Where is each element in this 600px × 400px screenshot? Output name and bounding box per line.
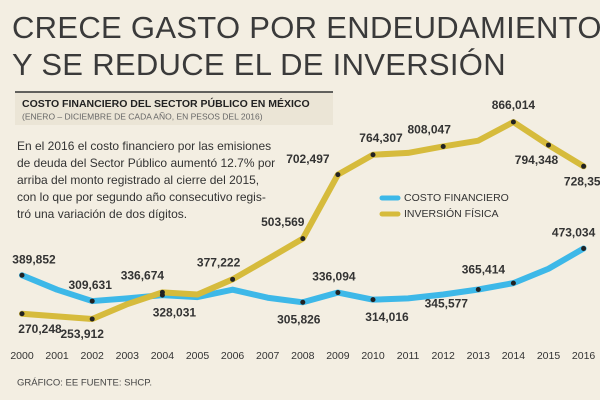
point <box>581 163 587 169</box>
x-tick-label: 2001 <box>45 350 69 362</box>
data-label: 305,826 <box>277 312 321 326</box>
point <box>370 152 376 158</box>
point <box>581 245 587 251</box>
chart-title: Y SE REDUCE EL DE INVERSIÓN <box>12 47 506 82</box>
x-tick-label: 2014 <box>502 350 526 362</box>
data-label: 702,497 <box>286 152 330 166</box>
data-label: 336,094 <box>312 270 356 284</box>
x-tick-label: 2008 <box>291 350 315 362</box>
x-tick-label: 2002 <box>81 350 105 362</box>
data-label: 336,674 <box>121 269 165 283</box>
annotation: En el 2016 el costo financiero por las e… <box>17 139 271 153</box>
data-label: 270,248 <box>18 322 62 336</box>
point <box>440 143 446 149</box>
data-label: 794,348 <box>515 153 559 167</box>
data-label: 764,307 <box>359 131 403 145</box>
point <box>19 272 25 278</box>
x-tick-label: 2010 <box>361 350 385 362</box>
point <box>335 290 341 296</box>
x-tick-label: 2005 <box>186 350 210 362</box>
chart-title: CRECE GASTO POR ENDEUDAMIENTO <box>12 10 600 45</box>
point <box>300 299 306 305</box>
x-tick-label: 2003 <box>116 350 140 362</box>
annotation: arriba del monto registrado al cierre de… <box>17 173 259 187</box>
source: GRÁFICO: EE FUENTE: SHCP. <box>17 378 152 389</box>
point <box>89 316 95 322</box>
point <box>510 280 516 286</box>
annotation: de deuda del Sector Público aumentó 12.7… <box>17 156 275 170</box>
point <box>546 142 551 148</box>
data-label: 808,047 <box>408 123 452 137</box>
data-label: 728,358 <box>564 174 600 188</box>
point <box>89 298 95 304</box>
data-label: 473,034 <box>552 226 596 240</box>
x-tick-label: 2004 <box>151 350 175 362</box>
data-label: 365,414 <box>462 262 506 276</box>
point <box>475 286 481 292</box>
x-tick-label: 2016 <box>572 350 596 362</box>
point <box>335 172 341 178</box>
x-tick-label: 2009 <box>326 350 350 362</box>
subtitle-note: (ENERO – DICIEMBRE DE CADA AÑO, EN PESOS… <box>22 111 263 121</box>
annotation: con lo que por segundo año consecutivo r… <box>17 190 266 204</box>
legend-label: COSTO FINANCIERO <box>404 192 509 204</box>
annotation: tró una variación de dos dígitos. <box>17 207 187 221</box>
x-tick-label: 2006 <box>221 350 245 362</box>
point <box>510 119 516 125</box>
point <box>370 297 376 303</box>
point <box>230 276 236 282</box>
data-label: 309,631 <box>69 278 113 292</box>
data-label: 314,016 <box>365 310 409 324</box>
data-label: 328,031 <box>153 305 197 319</box>
x-tick-label: 2012 <box>432 350 456 362</box>
data-label: 503,569 <box>261 215 305 229</box>
x-tick-label: 2007 <box>256 350 280 362</box>
data-label: 253,912 <box>61 327 105 341</box>
legend-label: INVERSIÓN FÍSICA <box>404 207 499 220</box>
point <box>300 236 306 242</box>
x-tick-label: 2011 <box>397 350 420 362</box>
data-label: 389,852 <box>12 252 56 266</box>
point <box>159 289 165 295</box>
data-label: 866,014 <box>492 98 536 112</box>
x-tick-label: 2015 <box>537 350 561 362</box>
data-label: 345,577 <box>425 297 469 311</box>
data-label: 377,222 <box>197 255 241 269</box>
x-tick-label: 2013 <box>467 350 491 362</box>
x-tick-label: 2000 <box>10 350 34 362</box>
subtitle-box <box>15 92 333 125</box>
point <box>19 311 25 317</box>
subtitle: COSTO FINANCIERO DEL SECTOR PÚBLICO EN M… <box>22 97 310 110</box>
